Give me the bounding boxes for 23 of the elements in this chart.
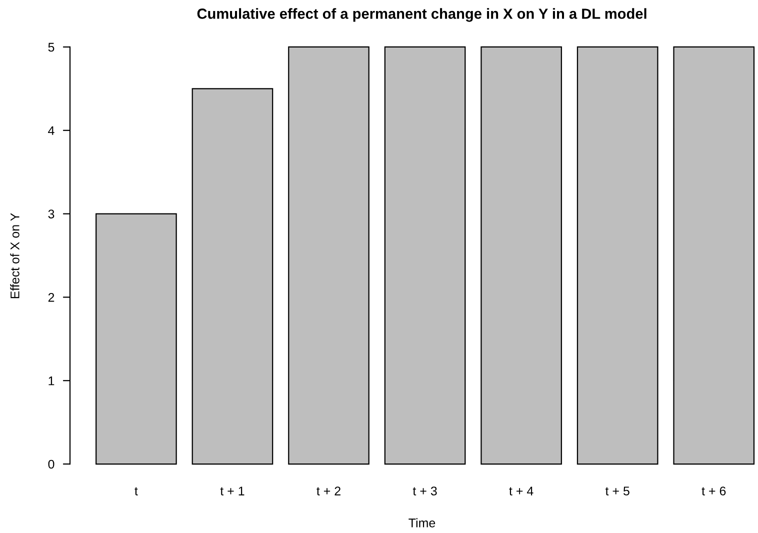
bar [384, 46, 466, 465]
y-tick-label: 0 [48, 460, 54, 469]
chart-title: Cumulative effect of a permanent change in X on Y in a DL model [197, 8, 646, 22]
bar [96, 213, 177, 465]
x-tick-label: t + 3 [412, 486, 437, 496]
y-tick-label: 3 [48, 210, 54, 218]
y-tick-label: 1 [48, 376, 54, 386]
bar [673, 46, 755, 465]
y-tick-label: 5 [48, 42, 54, 52]
bar [480, 46, 562, 465]
y-axis-title: Effect of X on Y [10, 213, 20, 298]
x-tick-label: t + 4 [509, 486, 534, 496]
x-tick-label: t + 1 [220, 486, 244, 496]
bar [288, 46, 370, 465]
y-tick-label: 4 [48, 126, 54, 135]
y-tick-label: 2 [48, 293, 54, 302]
x-tick-label: t [134, 487, 138, 496]
x-tick-label: t + 2 [316, 486, 340, 496]
x-tick-label: t + 5 [605, 486, 630, 496]
bar [192, 88, 274, 465]
x-axis-title: Time [408, 518, 436, 528]
x-tick-label: t + 6 [702, 486, 726, 496]
bar [576, 46, 658, 465]
